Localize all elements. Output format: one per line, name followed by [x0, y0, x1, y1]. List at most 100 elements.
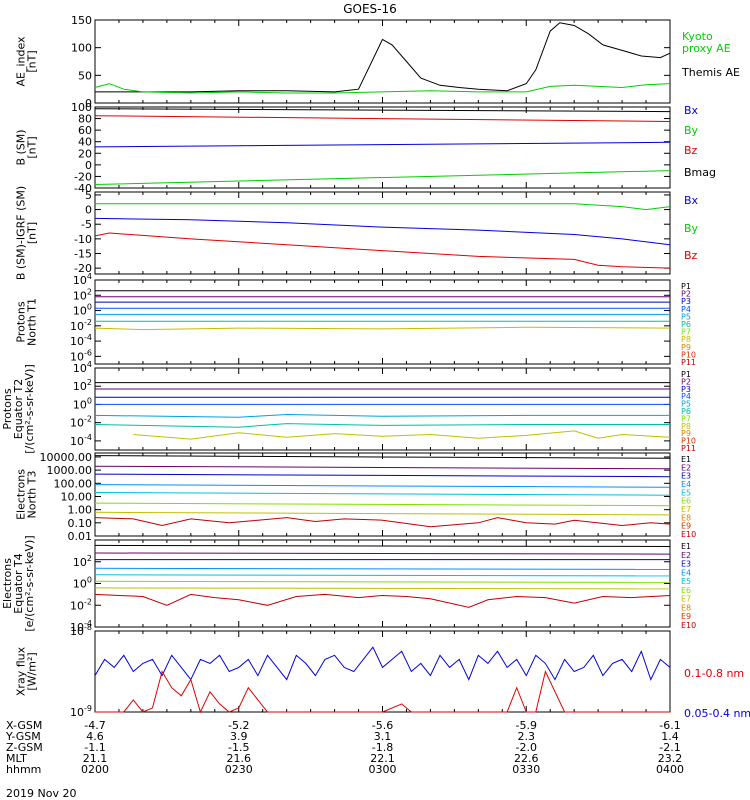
legend-entry: P5	[681, 312, 691, 321]
legend-entry: P6	[681, 320, 691, 329]
legend-entry: P11	[681, 358, 696, 367]
axis-value-y-gsm: 3.9	[230, 730, 248, 743]
y-tick-label: 10-2	[70, 415, 92, 430]
axis-value-hhmm: 0400	[656, 763, 684, 776]
y-tick-label: 10-2	[70, 597, 92, 612]
panel-1: 0 50 100 150 AE_index[nT] Kyoto proxy AE Themis…	[15, 14, 740, 110]
series-e7	[94, 587, 671, 590]
series-e4	[94, 484, 671, 488]
series-e3	[94, 473, 671, 478]
y-tick-label: 10-4	[70, 433, 92, 448]
y-tick-label: 50	[78, 69, 92, 82]
legend-entry: E10	[681, 621, 696, 630]
y-tick-label: 20	[78, 147, 92, 160]
legend: Bx By Bz Bmag	[684, 104, 716, 179]
y-tick-label: -10	[74, 233, 92, 246]
axis-value-x-gsm: -5.9	[516, 719, 537, 732]
y-axis-label: B (SM)-IGRF (SM)[nT]	[15, 186, 39, 280]
legend-entry: P4	[681, 392, 691, 401]
legend: Bx By Bz	[684, 194, 699, 262]
legend-entry: E4	[681, 568, 691, 577]
legend-entry: E10	[681, 530, 696, 539]
y-tick-label: 10-4	[70, 333, 92, 348]
legend-entry: Kyoto proxy AE	[682, 30, 731, 55]
y-tick-label: 100.00	[54, 477, 93, 490]
legend-entry: By	[684, 124, 699, 137]
legend-entry: P5	[681, 400, 691, 409]
y-axis-label: Xray flux[W/m²]	[15, 646, 39, 696]
y-tick-label: 5	[85, 189, 92, 202]
y-axis-label: B (SM)[nT]	[15, 129, 39, 165]
axis-value-z-gsm: -1.1	[84, 741, 105, 754]
series-bmag	[94, 108, 671, 113]
series-e2	[94, 465, 671, 470]
axis-row-label: hhmm	[6, 763, 41, 776]
legend-entry: Themis AE	[681, 66, 740, 79]
axis-value-z-gsm: -2.0	[516, 741, 537, 754]
legend: 0.1-0.8 nm 0.05-0.4 nm	[684, 667, 750, 720]
legend-entry: E9	[681, 522, 691, 531]
legend-entry: P10	[681, 437, 696, 446]
panel-5: 104 102 100 10-2 10-4 ProtonsEquator T2[/(cm²…	[1, 360, 696, 454]
y-tick-label: 100	[73, 396, 92, 411]
axis-value-z-gsm: -2.1	[659, 741, 680, 754]
series-e5	[94, 574, 671, 577]
legend-entry: P11	[681, 444, 696, 453]
legend-entry: By	[684, 222, 699, 235]
legend-entry: P10	[681, 350, 696, 359]
y-tick-label: 0.10	[68, 517, 93, 530]
y-tick-label: -40	[74, 182, 92, 195]
legend-entry: P4	[681, 305, 691, 314]
y-tick-label: 102	[73, 554, 92, 569]
axis-row-label: Z-GSM	[6, 741, 43, 754]
legend-entry: E9	[681, 612, 691, 621]
series-themis-ae	[95, 22, 671, 93]
panel-3: -20-15 -10 -50 5 B (SM)-IGRF (SM)[nT] Bx By Bz	[15, 186, 699, 280]
axis-row-label: MLT	[6, 752, 27, 765]
axis-value-z-gsm: -1.5	[228, 741, 249, 754]
series-e6	[94, 580, 671, 583]
y-axis-label: AE_index[nT]	[15, 36, 39, 87]
legend-entry: 0.05-0.4 nm	[684, 707, 750, 720]
legend-entry: E8	[681, 513, 691, 522]
axis-value-y-gsm: 3.1	[374, 730, 392, 743]
panel-frame	[94, 367, 671, 451]
legend-entry: Bx	[684, 104, 699, 117]
legend-entry: E2	[681, 551, 691, 560]
legend-entry: E1	[681, 542, 691, 551]
legend-entry: E1	[681, 455, 691, 464]
axis-value-hhmm: 0230	[225, 763, 253, 776]
y-axis-label: ElectronsEquator T4[e/(cm²-s-sr-keV)]	[1, 535, 36, 631]
y-tick-label: 10-2	[70, 318, 92, 333]
legend-entry: E3	[681, 472, 691, 481]
legend-entry: E3	[681, 560, 691, 569]
y-tick-label: 0	[85, 204, 92, 217]
legend-entry: E6	[681, 497, 691, 506]
series-bz	[94, 232, 671, 269]
y-axis-label: ProtonsEquator T2[/(cm²-s-sr-keV)]	[1, 364, 36, 454]
y-axis-label: ElectronsNorth T3	[15, 469, 39, 520]
axis-value-hhmm: 0300	[369, 763, 397, 776]
y-tick-label: 10000.00	[40, 451, 93, 464]
y-tick-label: 80	[78, 113, 92, 126]
y-tick-label: -20	[74, 262, 92, 275]
y-tick-label: 1.00	[68, 504, 93, 517]
y-tick-label: 100	[71, 101, 92, 114]
y-tick-label: 0.01	[68, 530, 93, 543]
legend-entry: E8	[681, 603, 691, 612]
series-e10	[94, 593, 671, 608]
legend-entry: E5	[681, 488, 691, 497]
legend-entry: P1	[681, 282, 691, 291]
series-bx	[94, 141, 671, 148]
series-bx	[94, 217, 671, 246]
panel-frame	[94, 19, 671, 104]
legend-entry: P7	[681, 414, 691, 423]
legend-entry: P7	[681, 328, 691, 337]
legend-entry: P9	[681, 343, 691, 352]
series-e1	[94, 455, 671, 459]
